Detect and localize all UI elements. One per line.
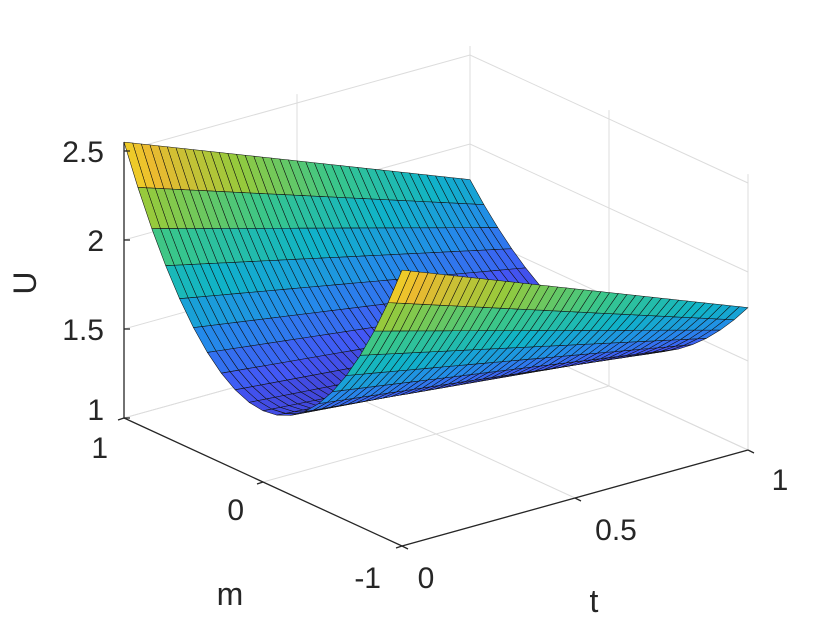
z-tick-label: 1.5 (62, 314, 104, 347)
x-tick-label: 1 (772, 464, 789, 497)
surface-face (387, 269, 411, 304)
surface-mesh (123, 141, 749, 416)
axes (117, 142, 755, 550)
y-tick-label: 0 (227, 494, 244, 527)
m-tick (256, 481, 264, 485)
t-tick (747, 449, 755, 454)
t-tick (574, 497, 582, 502)
y-tick-label: -1 (354, 562, 381, 595)
z-tick-label: 2.5 (62, 136, 104, 169)
z-tick-label: 2 (87, 225, 104, 258)
m-tick (117, 417, 125, 421)
x-tick-label: 0.5 (595, 514, 637, 547)
z-tick-label: 1 (87, 394, 104, 427)
m-tick (395, 545, 403, 549)
grid-line (262, 385, 610, 483)
z-axis-label: U (7, 271, 43, 294)
y-axis-label: m (217, 576, 244, 612)
x-axis-label: t (590, 583, 599, 619)
t-tick (401, 545, 409, 550)
y-tick-label: 1 (91, 432, 108, 465)
x-tick-label: 0 (418, 562, 435, 595)
